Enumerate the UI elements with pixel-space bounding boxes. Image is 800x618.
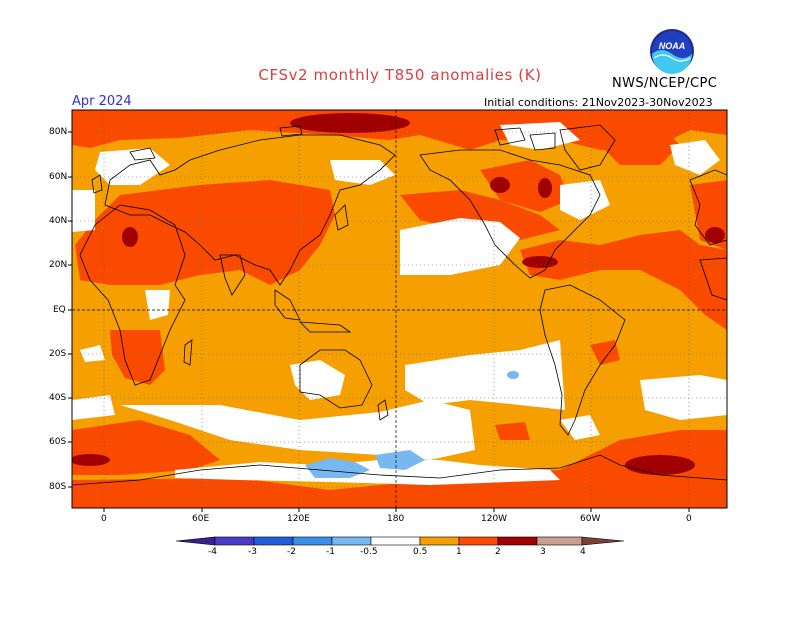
lat-label: EQ	[53, 305, 66, 315]
colorbar-tick-label: -3	[248, 547, 257, 557]
lon-label: 60W	[580, 514, 601, 524]
colorbar-tick-label: 1	[456, 547, 462, 557]
colorbar	[175, 536, 625, 546]
valid-month-label: Apr 2024	[72, 94, 132, 109]
lat-label: 80S	[49, 482, 67, 492]
lat-label: 60S	[49, 437, 67, 447]
lon-label: 60E	[192, 514, 210, 524]
colorbar-tick-label: 0.5	[413, 547, 428, 557]
svg-text:NOAA: NOAA	[659, 41, 686, 51]
lon-label: 180	[387, 514, 405, 524]
lon-label: 0	[686, 514, 692, 524]
agency-label: NWS/NCEP/CPC	[612, 76, 718, 91]
map-frame	[71, 109, 728, 509]
noaa-logo: NOAA	[650, 29, 694, 74]
lat-label: 40N	[49, 216, 68, 226]
colorbar-tick-label: -0.5	[360, 547, 378, 557]
lon-label: 120W	[481, 514, 508, 524]
colorbar-tick-label: 3	[540, 547, 546, 557]
colorbar-tick-label: -4	[208, 547, 217, 557]
lat-label: 20N	[49, 260, 68, 270]
lon-label: 0	[101, 514, 107, 524]
colorbar-tick-label: -2	[287, 547, 296, 557]
lat-label: 80N	[49, 127, 68, 137]
colorbar-tick-label: 4	[580, 547, 586, 557]
colorbar-tick-label: -1	[326, 547, 335, 557]
lat-label: 60N	[49, 172, 68, 182]
lon-label: 120E	[287, 514, 310, 524]
colorbar-tick-label: 2	[495, 547, 501, 557]
lat-label: 20S	[49, 349, 67, 359]
chart-title: CFSv2 monthly T850 anomalies (K)	[258, 66, 542, 84]
initial-conditions-label: Initial conditions: 21Nov2023-30Nov2023	[484, 96, 713, 109]
lat-label: 40S	[49, 393, 67, 403]
